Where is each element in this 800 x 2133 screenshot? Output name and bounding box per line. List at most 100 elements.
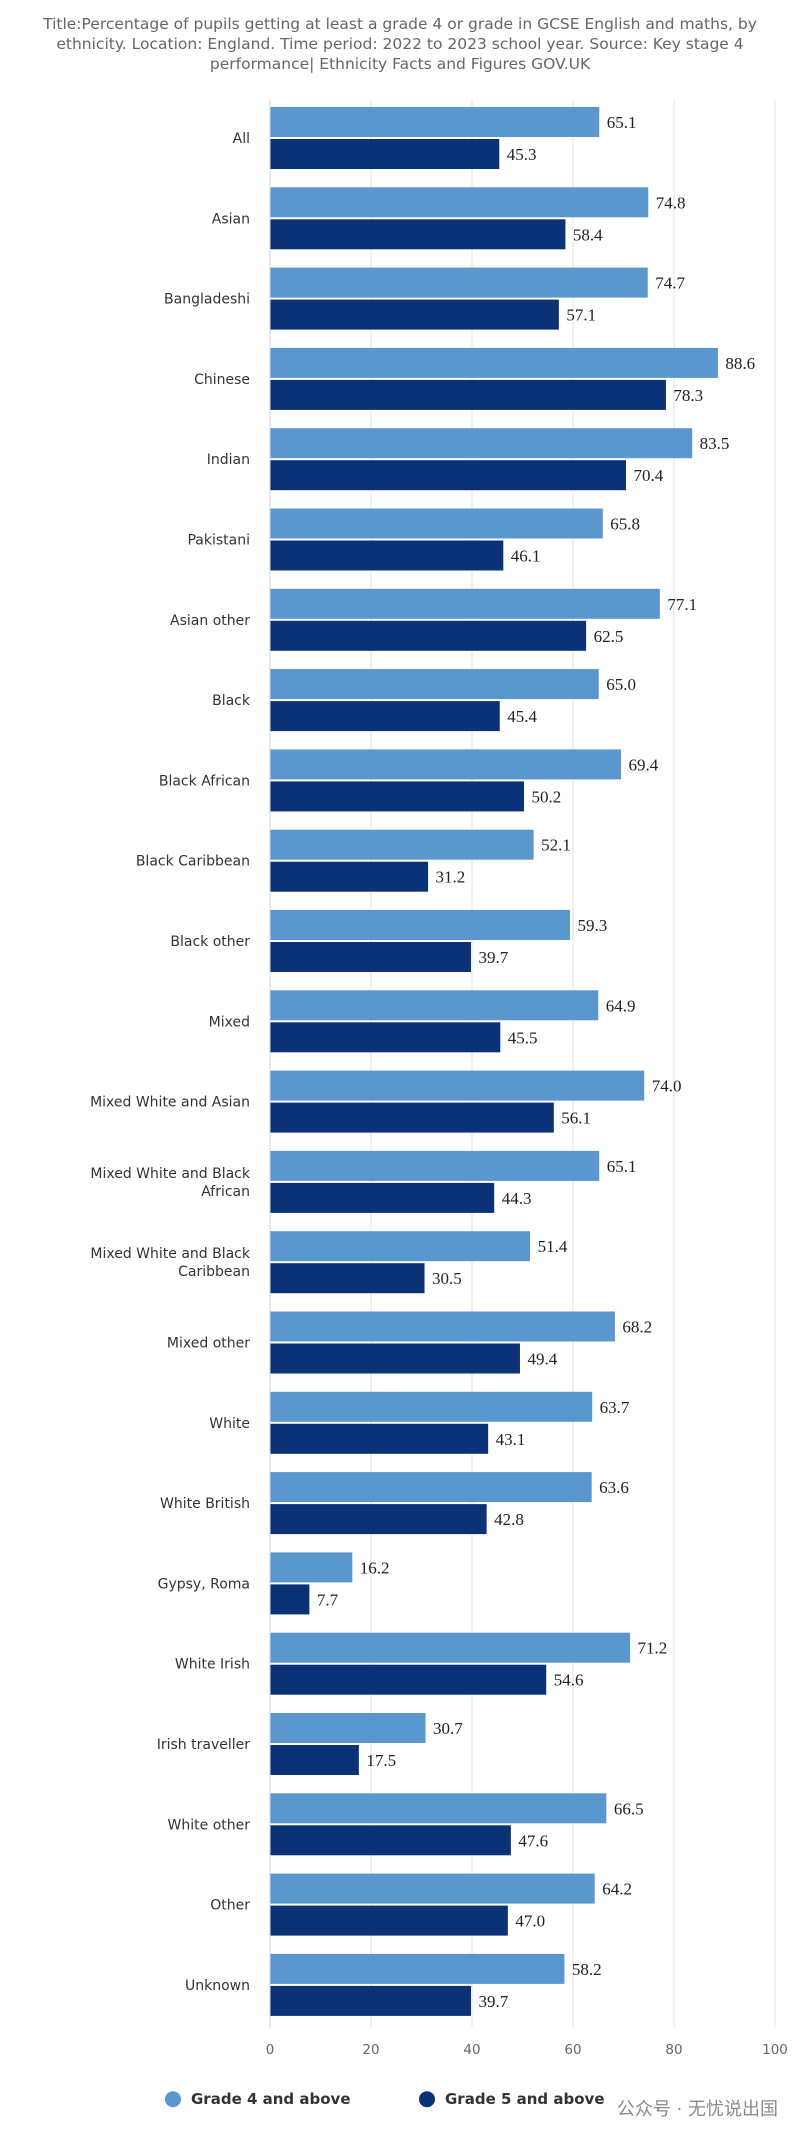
bar-grade4[interactable]	[270, 187, 649, 218]
bar-grade5[interactable]	[270, 1022, 501, 1053]
x-axis: 0 20 40 60 80 100	[266, 100, 788, 2058]
data-label: 74.8	[656, 193, 686, 212]
bar-grade4[interactable]	[270, 1391, 593, 1422]
data-label: 65.0	[606, 675, 636, 694]
bar-grade4[interactable]	[270, 1873, 595, 1904]
data-label: 42.8	[494, 1510, 524, 1529]
bar-grade5[interactable]	[270, 1102, 554, 1133]
bar-grade5[interactable]	[270, 1985, 471, 2016]
bar-grade5[interactable]	[270, 1343, 520, 1374]
category-label: Mixed White and Black	[90, 1246, 250, 1262]
bar-grade5[interactable]	[270, 219, 566, 250]
legend-marker[interactable]	[419, 2091, 435, 2108]
bar-grade4[interactable]	[270, 990, 599, 1021]
bar-layer	[270, 107, 718, 2016]
bar-grade5[interactable]	[270, 1504, 487, 1535]
category-label: All	[233, 131, 250, 147]
bar-grade5[interactable]	[270, 1905, 508, 1936]
legend[interactable]: Grade 4 and above Grade 5 and above	[165, 2090, 605, 2108]
data-label: 7.7	[317, 1590, 339, 1609]
bar-grade4[interactable]	[270, 508, 603, 539]
bar-grade5[interactable]	[270, 1825, 511, 1856]
bar-grade4[interactable]	[270, 669, 599, 700]
data-label: 51.4	[538, 1237, 568, 1256]
bar-grade5[interactable]	[270, 1182, 495, 1213]
data-label: 63.6	[599, 1478, 629, 1497]
data-label: 65.8	[610, 515, 640, 534]
data-label: 17.5	[366, 1751, 396, 1770]
bar-grade4[interactable]	[270, 107, 600, 137]
bar-grade4[interactable]	[270, 829, 534, 860]
bar-grade5[interactable]	[270, 620, 587, 651]
bar-grade5[interactable]	[270, 701, 500, 732]
data-label: 44.3	[502, 1189, 532, 1208]
bar-grade4[interactable]	[270, 588, 660, 619]
data-label: 43.1	[496, 1430, 526, 1449]
data-label: 50.2	[532, 787, 562, 806]
category-label: Black African	[159, 773, 250, 789]
category-label: Bangladeshi	[164, 292, 250, 308]
data-label: 78.3	[673, 386, 703, 405]
bar-grade4[interactable]	[270, 910, 570, 940]
bar-grade4[interactable]	[270, 1150, 600, 1181]
legend-item-label[interactable]: Grade 4 and above	[191, 2090, 351, 2108]
bar-grade4[interactable]	[270, 749, 621, 780]
bar-grade5[interactable]	[270, 299, 559, 330]
data-label: 64.2	[602, 1880, 632, 1899]
bar-grade5[interactable]	[270, 781, 525, 812]
x-tick-label: 100	[762, 2042, 788, 2058]
legend-item-label[interactable]: Grade 5 and above	[445, 2090, 605, 2108]
bar-grade5[interactable]	[270, 139, 500, 169]
bar-grade4[interactable]	[270, 1632, 631, 1663]
data-label: 47.6	[518, 1831, 548, 1850]
x-tick-label: 20	[362, 2042, 379, 2058]
bar-grade5[interactable]	[270, 460, 627, 491]
bar-grade5[interactable]	[270, 1263, 425, 1294]
bar-grade4[interactable]	[270, 347, 718, 378]
legend-marker[interactable]	[165, 2091, 181, 2108]
bar-grade5[interactable]	[270, 1423, 489, 1454]
data-label: 31.2	[436, 868, 466, 887]
bar-grade4[interactable]	[270, 267, 648, 298]
bar-grade5[interactable]	[270, 1584, 310, 1615]
data-label: 58.4	[573, 225, 603, 244]
category-label: Mixed other	[167, 1336, 250, 1352]
category-label: Mixed White and Black	[90, 1166, 250, 1182]
data-label: 68.2	[622, 1318, 652, 1337]
bar-grade5[interactable]	[270, 1745, 359, 1775]
category-label: African	[201, 1184, 250, 1200]
bar-grade4[interactable]	[270, 1793, 607, 1824]
x-tick-label: 0	[266, 2042, 275, 2058]
bar-grade5[interactable]	[270, 379, 666, 410]
label-layer: All 65.1 45.3 Asian 74.8 58.4 Bangladeshi 74.7 5…	[90, 113, 755, 2011]
data-label: 70.4	[634, 466, 664, 485]
data-label: 58.2	[572, 1960, 602, 1979]
data-label: 56.1	[561, 1109, 591, 1128]
bar-grade5[interactable]	[270, 861, 429, 892]
bar-grade4[interactable]	[270, 1713, 426, 1743]
bar-grade5[interactable]	[270, 540, 504, 571]
bar-grade4[interactable]	[270, 1472, 592, 1503]
data-label: 63.7	[600, 1398, 630, 1417]
bar-grade4[interactable]	[270, 428, 693, 459]
bar-grade4[interactable]	[270, 1953, 565, 1984]
bar-grade4[interactable]	[270, 1311, 615, 1342]
category-label: Chinese	[194, 372, 250, 388]
category-label: Unknown	[185, 1978, 250, 1994]
data-label: 16.2	[360, 1558, 390, 1577]
category-label: White other	[168, 1817, 251, 1833]
bar-grade4[interactable]	[270, 1552, 353, 1583]
x-tick-label: 80	[665, 2042, 682, 2058]
category-label: White British	[160, 1496, 250, 1512]
data-label: 62.5	[594, 627, 624, 646]
category-label: Mixed	[209, 1014, 250, 1030]
category-label: Other	[210, 1898, 250, 1914]
data-label: 69.4	[628, 755, 658, 774]
bar-grade4[interactable]	[270, 1231, 531, 1262]
data-label: 59.3	[577, 916, 607, 935]
bar-grade4[interactable]	[270, 1070, 645, 1101]
watermark-text: 公众号 · 无忧说出国	[617, 2099, 778, 2120]
data-label: 45.5	[508, 1028, 538, 1047]
bar-grade5[interactable]	[270, 942, 471, 972]
bar-grade5[interactable]	[270, 1664, 547, 1695]
